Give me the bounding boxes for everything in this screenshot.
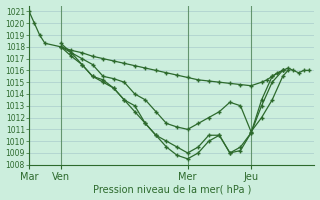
X-axis label: Pression niveau de la mer( hPa ): Pression niveau de la mer( hPa ) — [92, 184, 251, 194]
